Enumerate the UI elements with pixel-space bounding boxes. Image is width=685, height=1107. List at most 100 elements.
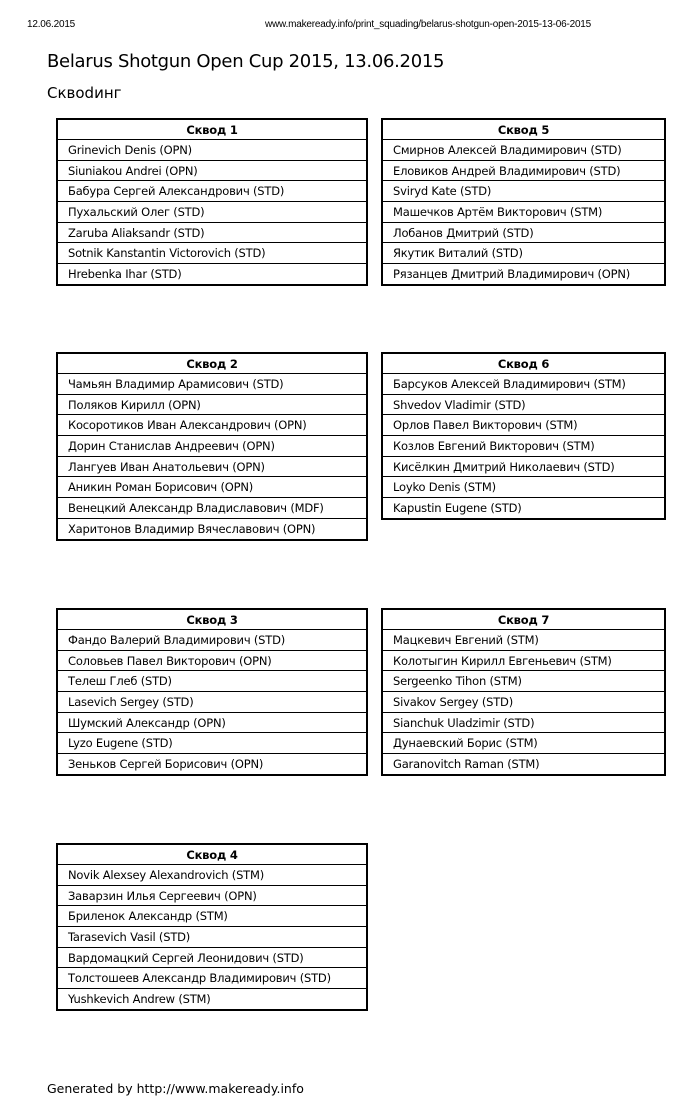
squad-title: Сквод 6: [381, 352, 666, 374]
table-row: Yushkevich Andrew (STM): [56, 988, 368, 1011]
squad-member: Zaruba Aliaksandr (STD): [56, 221, 368, 244]
squad-member: Дорин Станислав Андреевич (OPN): [56, 435, 368, 457]
table-row: Siuniakou Andrei (OPN): [56, 159, 368, 182]
table-row: Зеньков Сергей Борисович (OPN): [56, 753, 368, 776]
squad-member: Зеньков Сергей Борисович (OPN): [56, 753, 368, 776]
table-row: Заварзин Илья Сергеевич (OPN): [56, 884, 368, 907]
squad-table: Сквод 6 Барсуков Алексей Владимирович (ST…: [381, 352, 666, 520]
table-row: Венецкий Александр Владиславович (MDF): [56, 497, 368, 519]
squad-table: Сквод 4 Novik Alexsey Alexandrovich (STM)…: [56, 843, 368, 1011]
squad-member: Заварзин Илья Сергеевич (OPN): [56, 884, 368, 907]
print-date: 12.06.2015: [27, 19, 76, 30]
table-row: Sergeenko Tihon (STM): [381, 670, 666, 693]
table-row: Бриленок Александр (STM): [56, 905, 368, 928]
squad-member: Соловьев Павел Викторович (OPN): [56, 649, 368, 672]
table-row: Grinevich Denis (OPN): [56, 139, 368, 161]
squad-member: Телеш Глеб (STD): [56, 670, 368, 693]
table-row: Орлов Павел Викторович (STM): [381, 414, 666, 437]
table-row: Барсуков Алексей Владимирович (STM): [381, 373, 666, 395]
page-subtitle: Сквodинг: [47, 84, 122, 102]
squad-member: Вардомацкий Сергей Леонидович (STD): [56, 946, 368, 969]
table-row: Sviryd Kate (STD): [381, 180, 666, 203]
squad-member: Фандо Валерий Владимирович (STD): [56, 629, 368, 651]
squad-member: Дунаевский Борис (STM): [381, 732, 666, 755]
table-row: Мацкевич Евгений (STM): [381, 629, 666, 651]
squad-member: Смирнов Алексей Владимирович (STD): [381, 139, 666, 161]
squad-member: Лобанов Дмитрий (STD): [381, 221, 666, 244]
table-row: Якутик Виталий (STD): [381, 242, 666, 265]
table-row: Чамьян Владимир Арамисович (STD): [56, 373, 368, 395]
table-row: Толстошеев Александр Владимирович (STD): [56, 967, 368, 990]
squad-title: Сквод 2: [56, 352, 368, 374]
table-row: Шумский Александр (OPN): [56, 711, 368, 734]
table-row: Фандо Валерий Владимирович (STD): [56, 629, 368, 651]
squad-member: Чамьян Владимир Арамисович (STD): [56, 373, 368, 395]
squad-table: Сквод 2 Чамьян Владимир Арамисович (STD) П…: [56, 352, 368, 541]
squad-member: Венецкий Александр Владиславович (MDF): [56, 497, 368, 519]
squad-member: Sergeenko Tihon (STM): [381, 670, 666, 693]
squad-member: Novik Alexsey Alexandrovich (STM): [56, 864, 368, 886]
squad-member: Кисёлкин Дмитрий Николаевич (STD): [381, 455, 666, 478]
squad-member: Косоротиков Иван Александрович (OPN): [56, 414, 368, 437]
table-row: Tarasevich Vasil (STD): [56, 926, 368, 948]
squad-title: Сквод 4: [56, 843, 368, 865]
squad-member: Бриленок Александр (STM): [56, 905, 368, 928]
squad-member: Бабура Сергей Александрович (STD): [56, 180, 368, 203]
squad-member: Sviryd Kate (STD): [381, 180, 666, 203]
squad-table: Сквод 5 Смирнов Алексей Владимирович (STD…: [381, 118, 666, 286]
table-row: Kapustin Eugene (STD): [381, 497, 666, 520]
table-row: Sianchuk Uladzimir (STD): [381, 711, 666, 734]
table-row: Колотыгин Кирилл Евгеньевич (STM): [381, 649, 666, 672]
print-url: www.makeready.info/print_squading/belaru…: [265, 19, 592, 30]
table-row: Поляков Кирилл (OPN): [56, 393, 368, 416]
table-row: Lyzo Eugene (STD): [56, 732, 368, 755]
squad-member: Kapustin Eugene (STD): [381, 497, 666, 520]
squad-table: Сквод 1 Grinevich Denis (OPN) Siuniakou An…: [56, 118, 368, 286]
squad-table: Сквод 3 Фандо Валерий Владимирович (STD) С…: [56, 608, 368, 776]
squad-member: Hrebenka Ihar (STD): [56, 263, 368, 286]
table-row: Лобанов Дмитрий (STD): [381, 221, 666, 244]
table-row: Zaruba Aliaksandr (STD): [56, 221, 368, 244]
table-row: Козлов Евгений Викторович (STM): [381, 435, 666, 457]
squad-member: Шумский Александр (OPN): [56, 711, 368, 734]
table-row: Кисёлкин Дмитрий Николаевич (STD): [381, 455, 666, 478]
squad-member: Орлов Павел Викторович (STM): [381, 414, 666, 437]
table-row: Бабура Сергей Александрович (STD): [56, 180, 368, 203]
table-row: Lasevich Sergey (STD): [56, 691, 368, 713]
squad-member: Sivakov Sergey (STD): [381, 691, 666, 713]
table-row: Косоротиков Иван Александрович (OPN): [56, 414, 368, 437]
table-row: Машечков Артём Викторович (STM): [381, 201, 666, 223]
squad-member: Loyko Denis (STM): [381, 476, 666, 499]
squad-member: Shvedov Vladimir (STD): [381, 393, 666, 416]
table-row: Лангуев Иван Анатольевич (OPN): [56, 455, 368, 478]
squad-title: Сквод 5: [381, 118, 666, 140]
squad-member: Мацкевич Евгений (STM): [381, 629, 666, 651]
squad-member: Пухальский Олег (STD): [56, 201, 368, 223]
squad-member: Рязанцев Дмитрий Владимирович (OPN): [381, 263, 666, 286]
squad-member: Козлов Евгений Викторович (STM): [381, 435, 666, 457]
squad-member: Еловиков Андрей Владимирович (STD): [381, 159, 666, 182]
squad-member: Tarasevich Vasil (STD): [56, 926, 368, 948]
table-row: Sotnik Kanstantin Victorovich (STD): [56, 242, 368, 265]
table-row: Соловьев Павел Викторович (OPN): [56, 649, 368, 672]
table-row: Дорин Станислав Андреевич (OPN): [56, 435, 368, 457]
squad-member: Yushkevich Andrew (STM): [56, 988, 368, 1011]
table-row: Novik Alexsey Alexandrovich (STM): [56, 864, 368, 886]
table-row: Дунаевский Борис (STM): [381, 732, 666, 755]
squad-title: Сквод 7: [381, 608, 666, 630]
table-row: Харитонов Владимир Вячеславович (OPN): [56, 517, 368, 541]
table-row: Телеш Глеб (STD): [56, 670, 368, 693]
squad-member: Аникин Роман Борисович (OPN): [56, 476, 368, 499]
squad-member: Лангуев Иван Анатольевич (OPN): [56, 455, 368, 478]
squad-member: Поляков Кирилл (OPN): [56, 393, 368, 416]
squad-member: Garanovitch Raman (STM): [381, 753, 666, 776]
squad-member: Lyzo Eugene (STD): [56, 732, 368, 755]
table-row: Вардомацкий Сергей Леонидович (STD): [56, 946, 368, 969]
table-row: Пухальский Олег (STD): [56, 201, 368, 223]
table-row: Hrebenka Ihar (STD): [56, 263, 368, 286]
table-row: Смирнов Алексей Владимирович (STD): [381, 139, 666, 161]
squad-member: Sianchuk Uladzimir (STD): [381, 711, 666, 734]
squad-member: Харитонов Владимир Вячеславович (OPN): [56, 517, 368, 541]
table-row: Еловиков Андрей Владимирович (STD): [381, 159, 666, 182]
squad-member: Машечков Артём Викторович (STM): [381, 201, 666, 223]
